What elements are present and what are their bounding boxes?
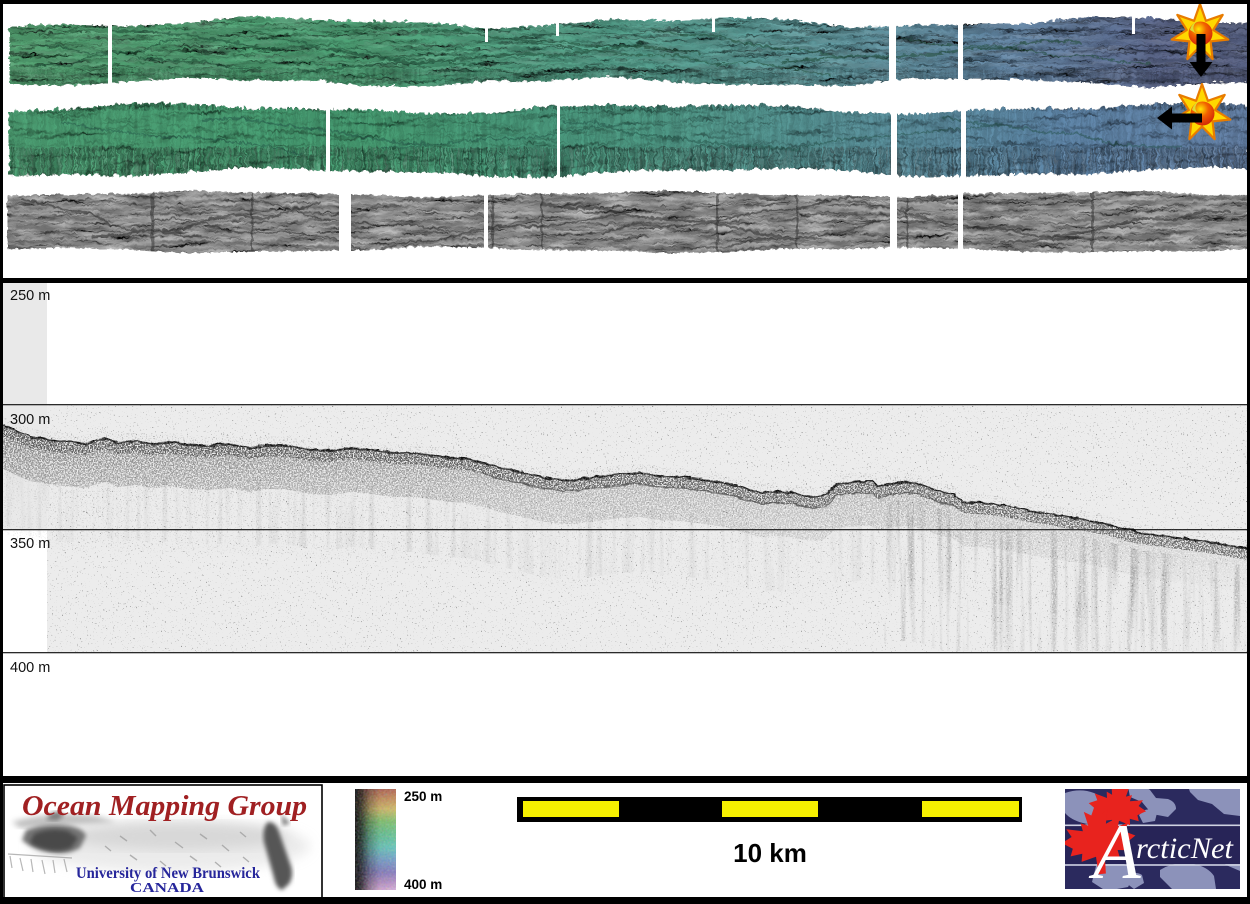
svg-text:350 m: 350 m xyxy=(10,536,50,552)
svg-text:10 km: 10 km xyxy=(733,838,807,868)
svg-text:University of New Brunswick: University of New Brunswick xyxy=(76,865,260,882)
svg-text:Ocean Mapping Group: Ocean Mapping Group xyxy=(22,791,307,822)
svg-text:300 m: 300 m xyxy=(10,412,50,428)
svg-text:CANADA: CANADA xyxy=(130,880,204,895)
svg-text:rcticNet: rcticNet xyxy=(1136,832,1234,865)
svg-text:A: A xyxy=(1088,808,1141,895)
svg-text:400 m: 400 m xyxy=(404,877,442,892)
svg-text:400 m: 400 m xyxy=(10,660,50,676)
svg-text:250 m: 250 m xyxy=(10,288,50,304)
svg-text:250 m: 250 m xyxy=(404,789,442,804)
